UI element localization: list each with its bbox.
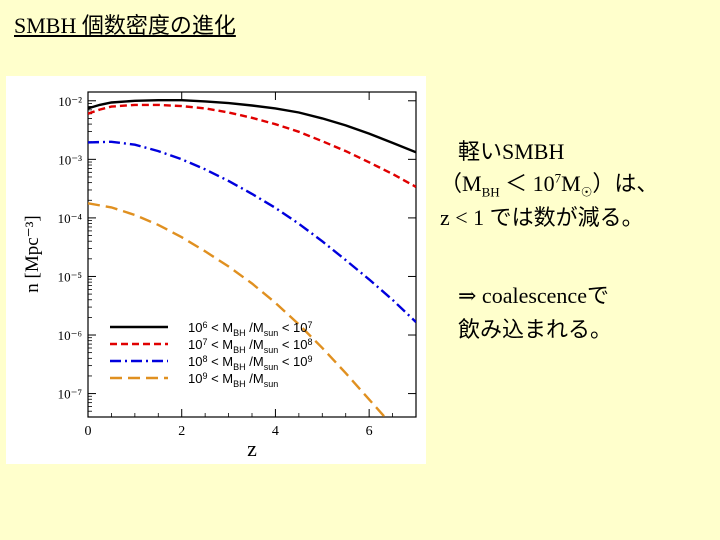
series-line-4 xyxy=(88,202,387,417)
y-tick-label: 10⁻⁴ xyxy=(58,211,83,226)
note-m: M xyxy=(561,171,581,196)
x-tick-label: 0 xyxy=(85,424,92,439)
x-tick-label: 6 xyxy=(366,424,373,439)
note-paren-close: ）は、 xyxy=(592,171,659,196)
y-axis-label: n [Mpc⁻³] xyxy=(22,215,43,292)
note-line-1: 軽いSMBH xyxy=(458,139,565,164)
legend-label-2: 107 < MBH /Msun < 108 xyxy=(188,337,313,355)
y-tick-label: 10⁻⁷ xyxy=(58,387,82,402)
y-tick-label: 10⁻⁵ xyxy=(58,269,82,284)
series-line-3 xyxy=(88,140,416,323)
x-axis-label: z xyxy=(247,436,257,461)
note-line-2: （MBH ＜ 107M☉）は、 xyxy=(440,166,658,200)
series-line-1 xyxy=(88,99,416,154)
note-lt: ＜ 10 xyxy=(499,171,555,196)
note-paren-open: （M xyxy=(440,171,482,196)
y-tick-label: 10⁻⁶ xyxy=(58,328,82,343)
y-tick-label: 10⁻³ xyxy=(58,152,82,167)
density-chart-svg: 0 2 4 6 10⁻² 10⁻³ 10⁻⁴ 10⁻⁵ 10⁻⁶ 10⁻⁷ 106 < MBH /… xyxy=(22,91,417,461)
note-line-4: ⇒ coalescenceで xyxy=(458,283,609,308)
note-sub-bh: BH xyxy=(481,184,500,200)
note-line-5: 飲み込まれる。 xyxy=(458,317,613,342)
legend-label-4: 109 < MBH /Msun xyxy=(188,371,278,389)
x-tick-label: 4 xyxy=(272,424,279,439)
note-sup-exp: 7 xyxy=(554,170,562,186)
legend-label-3: 108 < MBH /Msun < 109 xyxy=(188,354,313,372)
x-tick-label: 2 xyxy=(178,424,185,439)
legend-label-1: 106 < MBH /Msun < 107 xyxy=(188,320,313,338)
density-chart: 0 2 4 6 10⁻² 10⁻³ 10⁻⁴ 10⁻⁵ 10⁻⁶ 10⁻⁷ 106 < MBH /… xyxy=(6,76,426,464)
note-line-3: z < 1 では数が減る。 xyxy=(440,205,644,230)
slide-title: SMBH 個数密度の進化 xyxy=(14,13,236,38)
note-sun-symbol: ☉ xyxy=(580,184,593,200)
series-line-2 xyxy=(88,103,416,188)
y-tick-label: 10⁻² xyxy=(58,94,82,109)
